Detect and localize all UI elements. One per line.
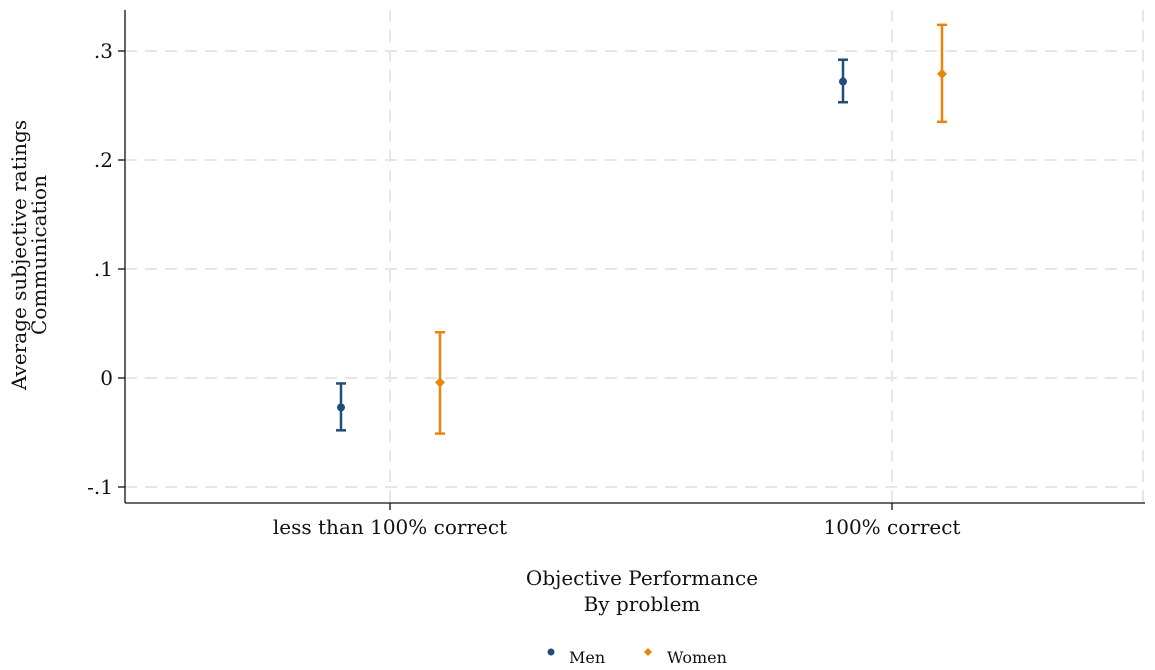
- point-marker: [337, 403, 345, 412]
- legend: Men Women: [547, 648, 727, 667]
- x-axis-title-line2: By problem: [584, 592, 701, 616]
- grid: [125, 10, 1145, 503]
- y-ticks: -.1 0 .1 .2 .3: [87, 39, 125, 499]
- point-men: [838, 58, 848, 104]
- point-women: [937, 23, 947, 124]
- legend-marker-men: [547, 648, 555, 656]
- data-marks: [336, 23, 947, 435]
- x-tick-label: 100% correct: [824, 515, 961, 539]
- point-men: [336, 382, 346, 432]
- y-tick-label: .3: [94, 39, 113, 63]
- point-women: [435, 330, 445, 435]
- y-axis-title-line2: Communication: [27, 175, 51, 335]
- x-axis-title-line1: Objective Performance: [526, 566, 758, 590]
- axes: [124, 10, 1145, 504]
- point-marker: [839, 77, 847, 86]
- legend-label-men: Men: [569, 648, 605, 667]
- y-tick-label: -.1: [87, 475, 113, 499]
- y-axis-title-line1: Average subjective ratings: [7, 120, 31, 391]
- point-marker: [435, 377, 445, 388]
- y-tick-label: .1: [94, 257, 113, 281]
- x-ticks: less than 100% correct 100% correct: [273, 503, 961, 539]
- legend-marker-women: [644, 648, 652, 656]
- x-tick-label: less than 100% correct: [273, 515, 507, 539]
- legend-label-women: Women: [667, 648, 727, 667]
- point-marker: [937, 68, 947, 79]
- y-tick-label: .2: [94, 148, 113, 172]
- y-tick-label: 0: [100, 366, 113, 390]
